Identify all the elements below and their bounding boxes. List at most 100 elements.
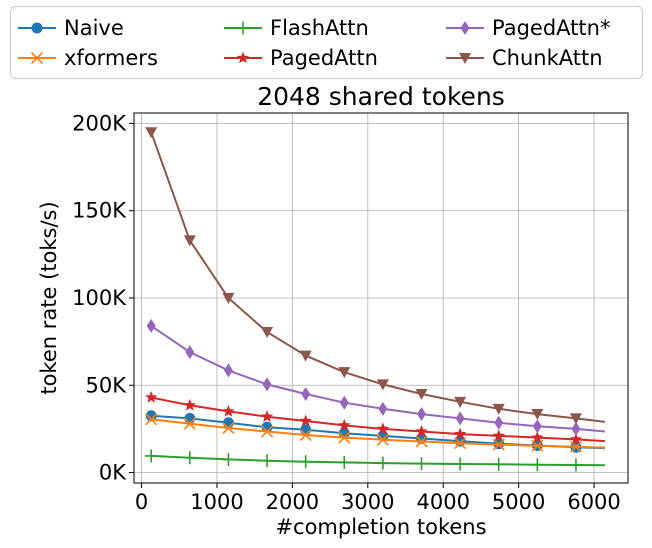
data-point: [531, 431, 544, 443]
legend-label: xformers: [64, 46, 158, 70]
data-point: [569, 458, 583, 472]
legend-item: ChunkAttn: [446, 46, 603, 70]
data-point: [261, 421, 273, 433]
data-point: [222, 404, 235, 417]
legend-label: FlashAttn: [270, 16, 369, 40]
data-point: [492, 457, 506, 471]
series-xformers: [145, 413, 605, 453]
x-tick-label: 0: [135, 490, 148, 514]
data-point: [144, 449, 158, 463]
series-layer: [144, 127, 606, 472]
data-point: [338, 418, 351, 431]
data-point: [531, 439, 544, 452]
legend-marker: [236, 51, 250, 64]
data-point: [417, 407, 427, 422]
data-point: [532, 419, 542, 434]
data-point: [454, 435, 466, 447]
data-point: [571, 421, 581, 436]
legend-marker: [236, 21, 250, 35]
data-point: [378, 401, 388, 416]
x-tick-label: 2000: [266, 490, 319, 514]
data-point: [338, 427, 350, 439]
data-point: [183, 417, 196, 430]
data-point: [299, 428, 312, 442]
data-point: [530, 458, 544, 472]
grid-lines: [134, 113, 628, 483]
data-point: [222, 293, 235, 304]
legend-item: Naive: [18, 16, 124, 40]
y-axis-label: token rate (toks/s): [37, 201, 61, 394]
data-point: [260, 410, 274, 422]
series-pagedattn: [145, 390, 605, 445]
data-point: [569, 440, 583, 453]
legend-marker: [30, 51, 44, 65]
data-point: [415, 388, 428, 400]
data-point: [262, 377, 272, 392]
data-point: [376, 379, 389, 391]
data-point: [454, 437, 467, 450]
data-point: [146, 318, 156, 333]
data-point: [145, 413, 158, 426]
data-point: [494, 415, 504, 430]
y-tick-label: 100K: [72, 286, 127, 310]
data-point: [337, 455, 351, 469]
data-point: [415, 425, 428, 437]
data-point: [183, 235, 196, 247]
legend-label: ChunkAttn: [492, 46, 603, 70]
y-tick-label: 200K: [72, 111, 127, 135]
legend-marker: [460, 21, 470, 35]
legend-item: PagedAttn: [224, 46, 378, 70]
data-point: [260, 454, 274, 468]
ticks: 0 1000 2000 3000 4000 5000 6000 0K 50K 100K 150K 20…: [72, 111, 621, 514]
legend-frame: [10, 6, 643, 79]
series-pagedattn-: [146, 318, 605, 436]
x-tick-label: 6000: [567, 490, 620, 514]
data-point: [569, 413, 582, 425]
data-point: [145, 127, 158, 139]
y-tick-label: 150K: [72, 199, 127, 223]
data-point: [261, 327, 274, 339]
data-point: [453, 457, 467, 471]
data-point: [492, 429, 505, 442]
data-point: [376, 456, 390, 470]
x-axis-label: #completion tokens: [275, 515, 486, 539]
y-tick-label: 0K: [99, 461, 127, 485]
data-point: [145, 410, 157, 422]
x-tick-label: 4000: [416, 490, 469, 514]
data-point: [299, 455, 313, 469]
data-point: [569, 432, 583, 445]
data-point: [338, 367, 351, 379]
data-point: [301, 386, 311, 401]
data-point: [300, 424, 312, 436]
data-point: [222, 421, 235, 435]
legend-label: PagedAttn*: [492, 16, 610, 40]
data-point: [299, 350, 312, 362]
legend: Naive xformers FlashAttn PagedAttn PagedAttn…: [10, 6, 643, 79]
data-point: [221, 452, 235, 466]
data-point: [223, 363, 233, 378]
data-point: [492, 403, 505, 415]
legend-item: xformers: [18, 46, 158, 70]
data-point: [453, 427, 467, 440]
data-point: [338, 431, 351, 444]
legend-marker: [459, 53, 471, 64]
data-point: [183, 451, 197, 465]
data-point: [531, 409, 544, 421]
chart-title: 2048 shared tokens: [257, 82, 505, 111]
series-flashattn: [144, 449, 605, 472]
data-point: [260, 425, 274, 438]
data-point: [339, 395, 349, 410]
legend-item: FlashAttn: [224, 16, 369, 40]
x-tick-label: 3000: [341, 490, 394, 514]
data-point: [183, 398, 196, 411]
data-point: [415, 435, 428, 448]
legend-label: PagedAttn: [270, 46, 378, 70]
legend-item: PagedAttn*: [446, 16, 610, 40]
data-point: [185, 345, 195, 360]
data-point: [455, 411, 465, 426]
x-tick-label: 1000: [190, 490, 243, 514]
data-point: [299, 414, 312, 427]
legend-label: Naive: [64, 16, 124, 40]
data-point: [376, 422, 390, 435]
